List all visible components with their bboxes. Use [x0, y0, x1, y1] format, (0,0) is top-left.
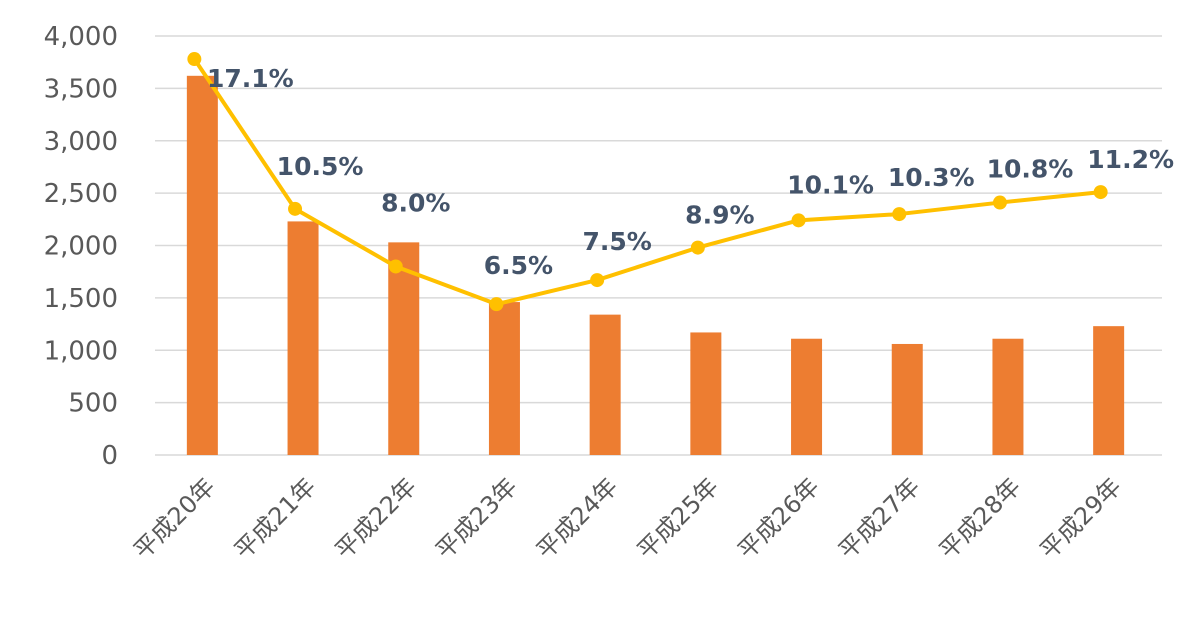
x-tick-label: 平成28年 [934, 472, 1026, 564]
bar [891, 343, 923, 455]
x-tick-label: 平成26年 [732, 472, 824, 564]
line-point [388, 259, 403, 274]
data-label: 8.0% [381, 188, 450, 217]
bar-series [186, 75, 1125, 456]
data-label: 10.1% [787, 170, 874, 199]
line-path [192, 57, 1101, 307]
x-tick-label: 平成21年 [229, 472, 321, 564]
line-point [288, 201, 303, 216]
y-tick-label: 2,000 [44, 232, 118, 262]
data-label: 10.8% [987, 155, 1074, 184]
line-point [187, 52, 202, 67]
y-tick-label: 3,000 [44, 127, 118, 157]
y-axis: 0 500 1,000 1,500 2,000 2,500 3,000 3,500 4,000 [44, 22, 118, 471]
bar [388, 242, 420, 455]
data-label: 7.5% [582, 227, 651, 256]
bar [1093, 326, 1125, 455]
x-tick-label: 平成23年 [430, 472, 522, 564]
line-series [187, 52, 1108, 312]
x-tick-label: 平成27年 [833, 472, 925, 564]
bar [186, 75, 218, 456]
y-tick-label: 2,500 [44, 179, 118, 209]
bar [992, 338, 1024, 455]
data-label: 10.3% [888, 163, 975, 192]
bar [488, 302, 520, 455]
line-point [1093, 185, 1108, 200]
y-tick-label: 3,500 [44, 74, 118, 104]
data-label: 8.9% [685, 201, 754, 230]
x-tick-label: 平成25年 [632, 472, 724, 564]
line-point [892, 207, 907, 222]
data-label: 11.2% [1087, 145, 1174, 174]
x-tick-label: 平成29年 [1035, 472, 1127, 564]
line-point [590, 273, 605, 288]
x-tick-label: 平成24年 [531, 472, 623, 564]
line-point [992, 195, 1007, 210]
x-axis: 平成20年 平成21年 平成22年 平成23年 平成24年 平成25年 平成26年 平成27年… [128, 472, 1127, 564]
x-tick-label: 平成20年 [128, 472, 220, 564]
bar [287, 221, 319, 455]
y-tick-label: 500 [68, 389, 118, 419]
y-tick-label: 4,000 [44, 22, 118, 52]
data-label: 6.5% [484, 251, 553, 280]
data-label: 10.5% [277, 152, 364, 181]
y-tick-label: 1,500 [44, 284, 118, 314]
gridlines [155, 35, 1162, 456]
data-labels: 17.1% 10.5% 8.0% 6.5% 7.5% 8.9% 10.1% 10.3% 10.8… [207, 64, 1174, 280]
x-tick-label: 平成22年 [330, 472, 422, 564]
line-point [690, 240, 705, 255]
bar [690, 332, 722, 455]
y-tick-label: 0 [101, 441, 118, 471]
bar [589, 314, 621, 455]
data-label: 17.1% [207, 64, 294, 93]
bar [791, 338, 823, 455]
line-point [791, 213, 806, 228]
y-tick-label: 1,000 [44, 336, 118, 366]
line-point [489, 297, 504, 312]
